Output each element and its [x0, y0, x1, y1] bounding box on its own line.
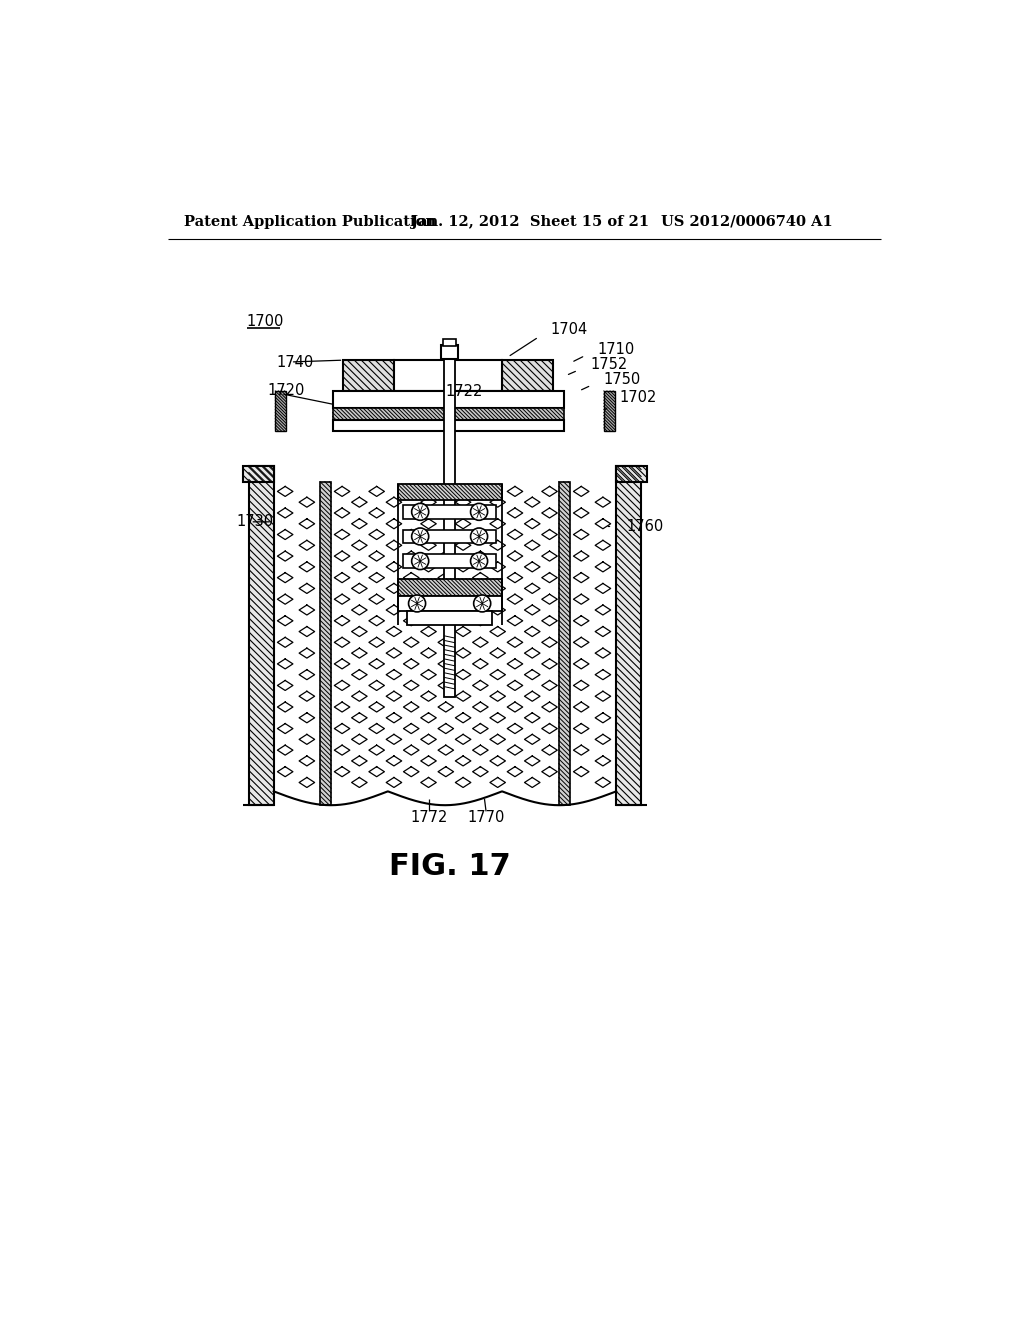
Text: 1772: 1772: [410, 810, 447, 825]
Bar: [321, 482, 331, 805]
Bar: [604, 391, 614, 430]
Bar: [333, 420, 563, 430]
Text: 1710: 1710: [598, 342, 635, 356]
Bar: [407, 611, 493, 626]
Bar: [249, 466, 273, 805]
Text: 1720: 1720: [267, 383, 305, 399]
Text: 1730: 1730: [237, 515, 273, 529]
Circle shape: [471, 528, 487, 545]
Text: Jan. 12, 2012  Sheet 15 of 21: Jan. 12, 2012 Sheet 15 of 21: [411, 215, 649, 228]
Text: 1700: 1700: [247, 314, 284, 329]
Circle shape: [412, 528, 429, 545]
Bar: [333, 391, 563, 408]
Bar: [243, 466, 273, 482]
Bar: [616, 466, 647, 482]
Text: Patent Application Publication: Patent Application Publication: [183, 215, 436, 228]
Bar: [403, 529, 496, 544]
Bar: [343, 360, 394, 391]
Text: 1740: 1740: [276, 355, 314, 370]
Circle shape: [412, 503, 429, 520]
Circle shape: [471, 553, 487, 570]
Circle shape: [474, 595, 490, 612]
Text: 1722: 1722: [445, 384, 483, 399]
Text: 1704: 1704: [550, 322, 588, 337]
Bar: [273, 482, 616, 805]
Bar: [397, 484, 502, 499]
Text: 1702: 1702: [620, 389, 656, 405]
Bar: [503, 360, 553, 391]
Bar: [616, 466, 641, 805]
Bar: [397, 578, 502, 595]
Bar: [275, 391, 286, 430]
Text: 1752: 1752: [591, 358, 628, 372]
Circle shape: [409, 595, 426, 612]
Circle shape: [471, 503, 487, 520]
Text: 1750: 1750: [604, 372, 641, 387]
Text: 1760: 1760: [627, 519, 664, 535]
Bar: [403, 554, 496, 568]
Bar: [333, 408, 563, 420]
Text: US 2012/0006740 A1: US 2012/0006740 A1: [662, 215, 833, 228]
Circle shape: [412, 553, 429, 570]
Text: FIG. 17: FIG. 17: [389, 853, 511, 882]
Text: 1770: 1770: [467, 810, 505, 825]
Bar: [403, 506, 496, 519]
Bar: [397, 595, 502, 611]
Bar: [444, 359, 455, 697]
Bar: [559, 482, 569, 805]
Bar: [394, 360, 503, 391]
Bar: [443, 339, 456, 346]
Bar: [441, 345, 458, 359]
